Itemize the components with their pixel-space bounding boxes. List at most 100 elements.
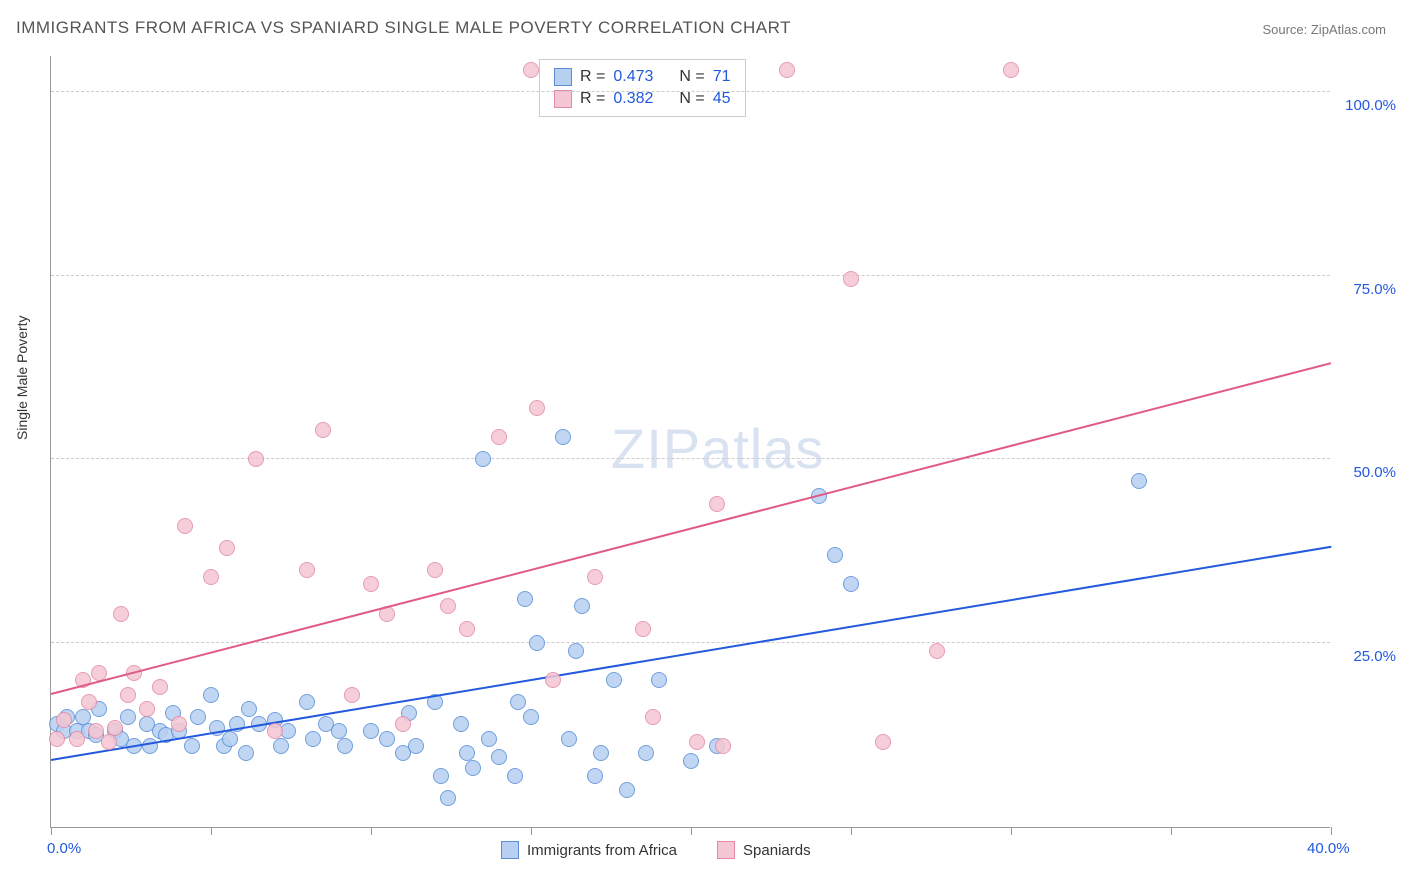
data-point [184,738,200,754]
data-point [315,422,331,438]
data-point [273,738,289,754]
data-point [875,734,891,750]
data-point [568,643,584,659]
data-point [69,731,85,747]
data-point [619,782,635,798]
legend-swatch [501,841,519,859]
data-point [81,694,97,710]
stat-n-value: 71 [713,68,731,86]
data-point [337,738,353,754]
data-point [651,672,667,688]
data-point [331,723,347,739]
data-point [459,745,475,761]
bottom-legend: Immigrants from Africa Spaniards [501,841,811,859]
data-point [241,701,257,717]
grid-line [51,91,1330,92]
data-point [555,429,571,445]
x-tick [1171,827,1172,835]
data-point [843,271,859,287]
data-point [507,768,523,784]
data-point [238,745,254,761]
data-point [107,720,123,736]
trend-line [51,546,1331,761]
data-point [574,598,590,614]
data-point [171,716,187,732]
data-point [299,562,315,578]
legend-swatch [554,90,572,108]
legend-item: Immigrants from Africa [501,841,677,859]
data-point [715,738,731,754]
data-point [523,62,539,78]
data-point [635,621,651,637]
data-point [593,745,609,761]
data-point [56,712,72,728]
data-point [517,591,533,607]
data-point [1003,62,1019,78]
data-point [203,569,219,585]
data-point [379,731,395,747]
data-point [203,687,219,703]
data-point [120,709,136,725]
stat-r-value: 0.473 [613,68,653,86]
data-point [475,451,491,467]
correlation-chart: IMMIGRANTS FROM AFRICA VS SPANIARD SINGL… [0,0,1406,892]
stat-r-label: R = [580,68,605,86]
data-point [645,709,661,725]
legend-item: Spaniards [717,841,811,859]
data-point [427,562,443,578]
data-point [638,745,654,761]
data-point [113,606,129,622]
x-tick-label: 40.0% [1307,840,1350,857]
legend-stats-box: R = 0.473N = 71R = 0.382N = 45 [539,59,746,117]
data-point [689,734,705,750]
data-point [843,576,859,592]
legend-label: Spaniards [743,842,811,859]
trend-line [51,362,1331,695]
data-point [545,672,561,688]
x-tick [1331,827,1332,835]
data-point [363,723,379,739]
data-point [827,547,843,563]
data-point [363,576,379,592]
stat-n-label: N = [679,90,704,108]
x-tick [851,827,852,835]
data-point [587,569,603,585]
legend-swatch [554,68,572,86]
y-axis-title: Single Male Poverty [14,315,30,440]
chart-title: IMMIGRANTS FROM AFRICA VS SPANIARD SINGL… [16,18,791,38]
y-tick-label: 100.0% [1336,97,1396,114]
data-point [1131,473,1147,489]
stat-n-value: 45 [713,90,731,108]
watermark: ZIPatlas [611,416,824,481]
data-point [440,598,456,614]
data-point [344,687,360,703]
y-tick-label: 25.0% [1336,648,1396,665]
legend-label: Immigrants from Africa [527,842,677,859]
data-point [465,760,481,776]
y-tick-label: 75.0% [1336,281,1396,298]
data-point [139,701,155,717]
stat-r-label: R = [580,90,605,108]
data-point [481,731,497,747]
data-point [440,790,456,806]
data-point [529,400,545,416]
data-point [561,731,577,747]
data-point [248,451,264,467]
data-point [219,540,235,556]
y-tick-label: 50.0% [1336,464,1396,481]
data-point [120,687,136,703]
data-point [709,496,725,512]
data-point [190,709,206,725]
x-tick [691,827,692,835]
legend-swatch [717,841,735,859]
data-point [222,731,238,747]
x-tick [211,827,212,835]
data-point [529,635,545,651]
data-point [929,643,945,659]
data-point [395,716,411,732]
data-point [267,723,283,739]
data-point [75,709,91,725]
legend-stats-row: R = 0.473N = 71 [554,66,731,88]
data-point [49,731,65,747]
data-point [433,768,449,784]
